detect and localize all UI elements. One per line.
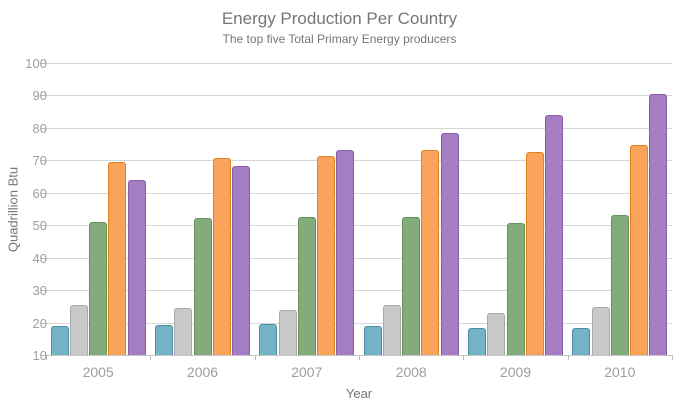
y-tick-10 bbox=[41, 355, 46, 356]
bar-2007-series-5-purple[interactable] bbox=[336, 149, 355, 355]
y-tick-50 bbox=[41, 225, 46, 226]
bar-2008-series-1-teal[interactable] bbox=[363, 325, 382, 355]
x-tick-5 bbox=[568, 355, 569, 360]
bar-2006-series-1-teal[interactable] bbox=[155, 324, 174, 355]
y-tick-80 bbox=[41, 128, 46, 129]
bar-2006-series-3-green[interactable] bbox=[193, 218, 212, 355]
y-tick-30 bbox=[41, 290, 46, 291]
y-tick-100 bbox=[41, 63, 46, 64]
y-axis-label-30: 30 bbox=[32, 283, 47, 298]
chart-subtitle: The top five Total Primary Energy produc… bbox=[222, 32, 457, 46]
bar-2010-series-3-green[interactable] bbox=[610, 214, 629, 355]
y-tick-60 bbox=[41, 193, 46, 194]
bar-2006-series-5-purple[interactable] bbox=[231, 166, 250, 355]
x-axis-label-2008: 2008 bbox=[395, 364, 427, 380]
bar-2009-series-5-purple[interactable] bbox=[544, 114, 563, 355]
bar-2007-series-4-orange[interactable] bbox=[317, 155, 336, 355]
bar-2006-series-4-orange[interactable] bbox=[212, 158, 231, 355]
y-tick-90 bbox=[41, 95, 46, 96]
y-axis-label-100: 100 bbox=[25, 56, 47, 71]
bar-2005-series-4-orange[interactable] bbox=[108, 162, 127, 355]
gridline-y-50 bbox=[46, 225, 672, 226]
bar-2007-series-1-teal[interactable] bbox=[259, 323, 278, 355]
x-tick-0 bbox=[46, 355, 47, 360]
bar-2010-series-1-teal[interactable] bbox=[572, 328, 591, 355]
gridline-y-90 bbox=[46, 95, 672, 96]
bar-2009-series-3-green[interactable] bbox=[506, 223, 525, 355]
y-axis-label-90: 90 bbox=[32, 88, 47, 103]
gridline-y-40 bbox=[46, 258, 672, 259]
y-axis-label-10: 10 bbox=[32, 348, 47, 363]
bar-2005-series-5-purple[interactable] bbox=[127, 180, 146, 355]
bar-2005-series-3-green[interactable] bbox=[89, 221, 108, 355]
bar-2010-series-5-purple[interactable] bbox=[649, 94, 668, 355]
bar-2007-series-2-gray[interactable] bbox=[278, 310, 297, 355]
gridline-y-70 bbox=[46, 160, 672, 161]
y-axis-label-20: 20 bbox=[32, 316, 47, 331]
bar-2008-series-4-orange[interactable] bbox=[421, 149, 440, 355]
chart-title: Energy Production Per Country bbox=[221, 9, 458, 28]
y-tick-20 bbox=[41, 323, 46, 324]
gridline-y-100 bbox=[46, 63, 672, 64]
bar-2008-series-2-gray[interactable] bbox=[382, 305, 401, 355]
gridline-y-30 bbox=[46, 290, 672, 291]
bar-2008-series-5-purple[interactable] bbox=[440, 133, 459, 355]
y-tick-40 bbox=[41, 258, 46, 259]
bar-2009-series-2-gray[interactable] bbox=[487, 313, 506, 355]
y-axis-label-80: 80 bbox=[32, 121, 47, 136]
x-axis-label-2010: 2010 bbox=[604, 364, 636, 380]
plot-area bbox=[41, 63, 673, 360]
y-axis-label-70: 70 bbox=[32, 153, 47, 168]
x-axis-title: Year bbox=[345, 386, 373, 401]
y-axis-label-50: 50 bbox=[32, 218, 47, 233]
x-tick-4 bbox=[463, 355, 464, 360]
bar-2009-series-4-orange[interactable] bbox=[525, 151, 544, 355]
bar-2009-series-1-teal[interactable] bbox=[468, 328, 487, 355]
gridline-y-80 bbox=[46, 128, 672, 129]
bar-2006-series-2-gray[interactable] bbox=[174, 307, 193, 355]
x-tick-2 bbox=[255, 355, 256, 360]
y-tick-70 bbox=[41, 160, 46, 161]
bar-2007-series-3-green[interactable] bbox=[297, 216, 316, 355]
bar-2008-series-3-green[interactable] bbox=[402, 216, 421, 355]
gridline-y-20 bbox=[46, 323, 672, 324]
x-tick-1 bbox=[150, 355, 151, 360]
x-axis-label-2009: 2009 bbox=[499, 364, 532, 380]
bar-2010-series-4-orange[interactable] bbox=[630, 144, 649, 355]
x-axis-label-2005: 2005 bbox=[82, 364, 114, 380]
x-axis-label-2007: 2007 bbox=[291, 364, 323, 380]
bar-2010-series-2-gray[interactable] bbox=[591, 306, 610, 355]
x-tick-6 bbox=[672, 355, 673, 360]
y-axis-title: Quadrillion Btu bbox=[5, 166, 21, 253]
y-axis-label-60: 60 bbox=[32, 186, 47, 201]
y-axis-label-40: 40 bbox=[32, 251, 47, 266]
bar-2005-series-1-teal[interactable] bbox=[50, 325, 69, 355]
x-tick-3 bbox=[359, 355, 360, 360]
bar-2005-series-2-gray[interactable] bbox=[69, 304, 88, 355]
x-axis-label-2006: 2006 bbox=[186, 364, 219, 380]
gridline-y-60 bbox=[46, 193, 672, 194]
